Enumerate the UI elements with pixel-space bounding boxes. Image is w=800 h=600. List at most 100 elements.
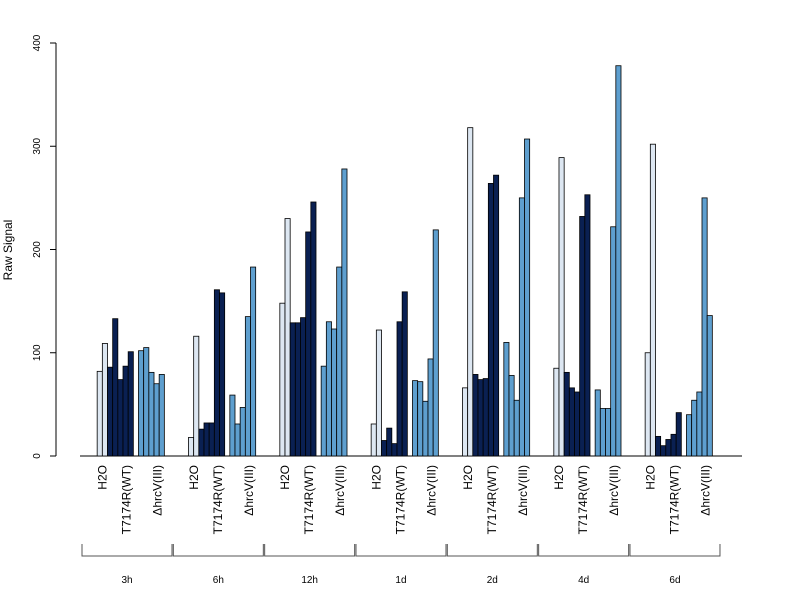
bar <box>331 328 338 457</box>
time-bracket <box>538 544 630 557</box>
treatment-label: T7174R(WT) <box>667 465 681 534</box>
time-label: 1d <box>395 575 406 586</box>
treatment-label: ΔhrcV(III) <box>607 465 621 516</box>
bar <box>96 370 103 457</box>
treatment-label: T7174R(WT) <box>393 465 407 534</box>
bar <box>198 428 205 457</box>
bar <box>696 391 703 457</box>
bar <box>412 380 419 457</box>
bar <box>518 197 525 457</box>
treatment-label: H2O <box>187 465 201 490</box>
bar <box>219 292 226 457</box>
treatment-label: H2O <box>461 465 475 490</box>
bar <box>300 317 307 457</box>
treatment-label: T7174R(WT) <box>576 465 590 534</box>
bar <box>325 321 332 457</box>
bar <box>644 352 651 457</box>
bar <box>158 374 165 457</box>
treatment-label: T7174R(WT) <box>211 465 225 534</box>
time-label: 12h <box>301 575 318 586</box>
bar <box>558 157 565 457</box>
bar <box>229 394 236 457</box>
bar <box>138 350 145 457</box>
bar <box>188 437 195 457</box>
y-axis-label: Raw Signal <box>1 220 15 281</box>
bar <box>686 414 693 457</box>
bar <box>691 399 698 457</box>
bar <box>417 381 424 457</box>
treatment-label: H2O <box>369 465 383 490</box>
bar <box>605 408 612 457</box>
y-tick-label: 400 <box>32 34 43 51</box>
bar <box>665 439 672 457</box>
bar <box>381 440 388 457</box>
bar <box>294 322 301 457</box>
y-axis: 0 100 200 300 400 <box>32 34 57 459</box>
bar <box>127 351 134 457</box>
bar <box>493 174 500 457</box>
time-label: 4d <box>578 575 589 586</box>
bar <box>148 371 155 457</box>
time-label: 3h <box>121 575 132 586</box>
bar <box>524 138 531 457</box>
time-label: 6d <box>669 575 680 586</box>
bar <box>370 423 377 457</box>
time-bracket <box>629 544 721 557</box>
bar <box>599 408 606 457</box>
bar <box>422 400 429 457</box>
bar <box>101 343 108 457</box>
y-tick-label: 300 <box>32 137 43 154</box>
bar <box>610 226 617 457</box>
treatment-label: ΔhrcV(III) <box>151 465 165 516</box>
bar <box>401 291 408 457</box>
y-tick-label: 100 <box>32 344 43 361</box>
treatment-label: H2O <box>278 465 292 490</box>
bar <box>310 201 317 457</box>
treatment-label: T7174R(WT) <box>485 465 499 534</box>
time-bracket <box>172 544 264 557</box>
bar <box>649 143 656 457</box>
time-label: 6h <box>213 575 224 586</box>
bar <box>472 374 479 457</box>
treatment-label: ΔhrcV(III) <box>333 465 347 516</box>
treatment-label: H2O <box>552 465 566 490</box>
bar <box>107 366 114 457</box>
bar <box>112 318 119 457</box>
bar <box>594 389 601 457</box>
treatment-label: ΔhrcV(III) <box>516 465 530 516</box>
bar <box>234 423 241 457</box>
bar <box>660 445 667 457</box>
bar <box>153 383 160 457</box>
bar <box>706 315 713 457</box>
bar <box>584 194 591 457</box>
bar <box>244 316 251 457</box>
bar <box>284 218 291 457</box>
bar <box>391 443 398 457</box>
bar <box>487 183 494 457</box>
bar <box>386 427 393 457</box>
bar <box>508 375 515 457</box>
bar <box>432 229 439 457</box>
bars-layer <box>96 65 713 457</box>
bar <box>701 197 708 457</box>
bar <box>203 422 210 457</box>
bar <box>462 387 469 457</box>
y-tick-label: 0 <box>32 453 43 459</box>
y-tick-label: 200 <box>32 241 43 258</box>
bar <box>208 422 215 457</box>
bar <box>305 231 312 457</box>
bar <box>143 347 150 457</box>
bar <box>477 379 484 457</box>
bar <box>467 127 474 457</box>
bar <box>579 216 586 457</box>
treatment-label: T7174R(WT) <box>302 465 316 534</box>
bar <box>655 435 662 457</box>
bar <box>482 378 489 457</box>
bar <box>427 358 434 457</box>
treatment-labels: H2O T7174R(WT) ΔhrcV(III) H2O T7174R(WT) Δhrc… <box>96 465 713 534</box>
bar <box>320 365 327 457</box>
treatment-label: ΔhrcV(III) <box>698 465 712 516</box>
bar <box>396 321 403 457</box>
bar <box>513 399 520 457</box>
